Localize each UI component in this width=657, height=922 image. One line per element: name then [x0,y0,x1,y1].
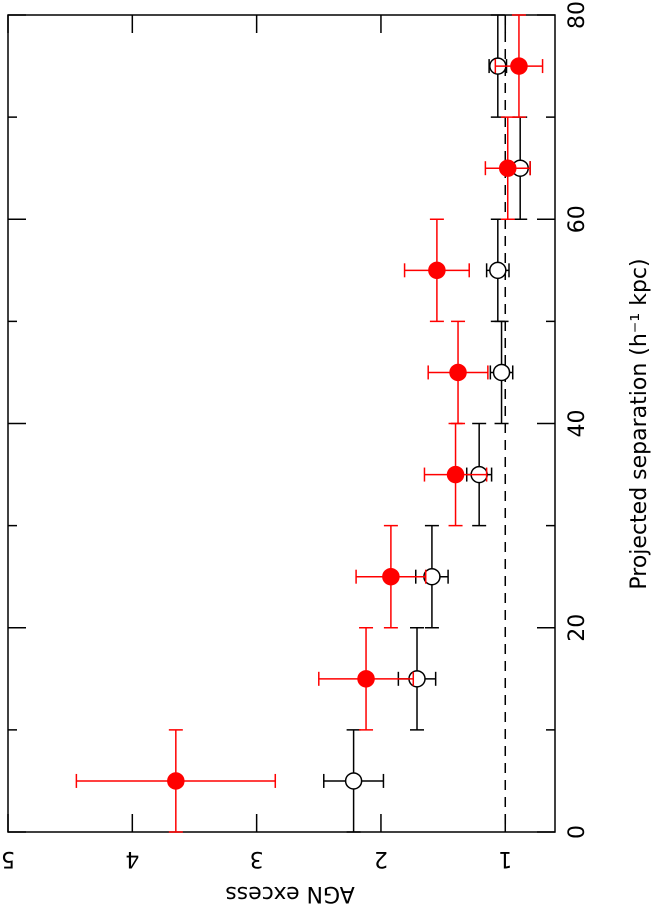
point [344,772,363,790]
point [446,465,465,484]
point [489,261,507,280]
y-tick-label: 5 [1,846,15,871]
point [382,567,400,586]
x-tick-label: 80 [565,1,590,29]
x-tick-label: 60 [565,205,590,233]
point [510,57,528,75]
point [449,363,467,382]
point [499,159,517,177]
y-axis-label: AGN excess [225,881,355,906]
x-tick-label: 0 [565,825,590,839]
y-tick-label: 4 [125,846,139,871]
point [357,670,375,688]
y-tick-label: 3 [250,846,264,871]
y-tick-label: 2 [374,846,388,871]
x-axis-label: Projected separation (h⁻¹ kpc) [627,258,652,589]
x-tick-label: 40 [565,410,590,438]
point [492,363,511,382]
point [167,772,185,790]
x-tick-label: 20 [565,614,590,642]
y-tick-label: 1 [498,846,512,871]
point [428,261,446,280]
